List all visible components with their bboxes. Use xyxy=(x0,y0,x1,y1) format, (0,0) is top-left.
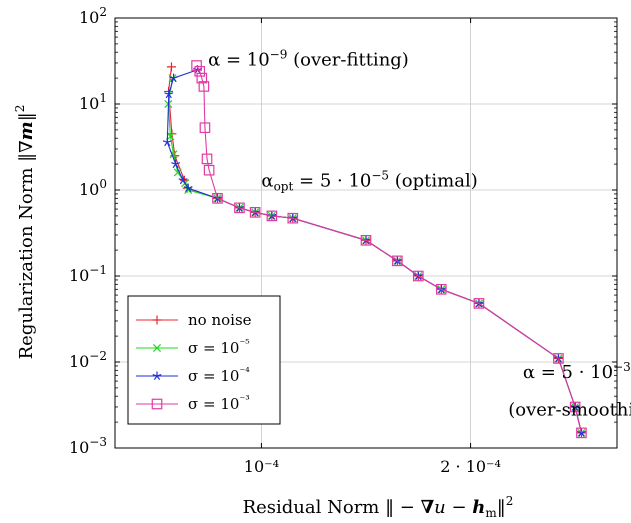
marker-star xyxy=(213,193,222,203)
legend-label: σ = 10⁻³ xyxy=(188,393,250,413)
marker-square xyxy=(194,65,206,77)
marker-square xyxy=(151,398,163,410)
marker-plus xyxy=(166,62,176,72)
x-axis-label: Residual Norm ‖ − ∇u − hm‖2 xyxy=(243,494,514,520)
marker-square xyxy=(553,353,564,364)
series-3 xyxy=(191,60,587,439)
series-line xyxy=(196,65,582,433)
marker-square xyxy=(203,164,215,176)
marker-square xyxy=(435,283,447,295)
annotation-optimal: αopt = 5 · 10−5 (optimal) xyxy=(261,168,477,193)
y-tick-label: 102 xyxy=(79,5,107,27)
y-tick-label: 101 xyxy=(79,91,107,113)
annotation-oversmoothing-alpha: α = 5 · 10−3 xyxy=(523,360,631,383)
marker-square xyxy=(412,270,424,282)
marker-star xyxy=(474,298,484,308)
y-tick-label: 10−1 xyxy=(69,263,107,285)
x-tick-label: 10⁻⁴ xyxy=(244,457,279,476)
y-tick-label: 10−3 xyxy=(69,435,107,457)
marker-cross xyxy=(152,343,162,353)
marker-star xyxy=(169,73,179,83)
marker-plus xyxy=(167,129,177,139)
y-tick-label: 10−2 xyxy=(69,349,107,371)
axis-ticks: 10−3 10−2 10−1 100 101 102 10⁻⁴ 2 · 10⁻⁴ xyxy=(69,5,617,476)
marker-square xyxy=(199,122,211,134)
marker-plus xyxy=(152,315,162,325)
marker-square xyxy=(392,255,403,267)
y-tick-label: 100 xyxy=(79,177,107,199)
legend: no noise σ = 10⁻⁵ σ = 10⁻⁴ σ = 10⁻³ xyxy=(127,295,281,425)
marker-star xyxy=(171,159,181,169)
marker-square xyxy=(287,212,299,224)
marker-square xyxy=(196,72,208,84)
annotation-overfitting: α = 10−9 (over-fitting) xyxy=(208,48,409,71)
marker-square xyxy=(576,427,587,439)
marker-square xyxy=(249,207,261,218)
marker-star xyxy=(178,175,188,185)
marker-square xyxy=(212,193,223,204)
marker-star xyxy=(392,256,402,265)
marker-star xyxy=(164,89,174,99)
marker-star xyxy=(162,137,172,147)
annotations: α = 10−9 (over-fitting) αopt = 5 · 10−5 (… xyxy=(208,48,631,421)
legend-box xyxy=(127,295,281,425)
x-tick-label: 2 · 10⁻⁴ xyxy=(440,457,501,476)
marker-square xyxy=(569,401,581,413)
marker-square xyxy=(234,202,245,214)
plot-frame xyxy=(114,17,618,449)
legend-label: σ = 10⁻⁴ xyxy=(188,365,250,385)
legend-label: no noise xyxy=(188,311,252,329)
marker-star xyxy=(183,183,193,193)
plot-series xyxy=(162,60,587,439)
marker-square xyxy=(360,234,372,246)
marker-square xyxy=(473,298,485,309)
marker-star xyxy=(267,211,277,220)
marker-star xyxy=(250,207,260,217)
marker-star xyxy=(436,284,446,294)
marker-star xyxy=(152,371,162,380)
marker-star xyxy=(361,235,371,245)
marker-star xyxy=(288,213,298,223)
marker-star xyxy=(553,353,563,363)
marker-square xyxy=(198,81,210,92)
marker-star xyxy=(570,402,580,411)
y-axis-label: Regularization Norm ‖∇m‖2 xyxy=(13,105,37,360)
marker-square xyxy=(191,60,202,71)
marker-star xyxy=(234,203,244,212)
marker-square xyxy=(201,153,213,165)
legend-label: σ = 10⁻⁵ xyxy=(188,337,250,357)
marker-square xyxy=(266,210,278,222)
marker-star xyxy=(413,271,423,280)
annotation-oversmoothing-label: (over-smoothing) xyxy=(508,399,631,420)
